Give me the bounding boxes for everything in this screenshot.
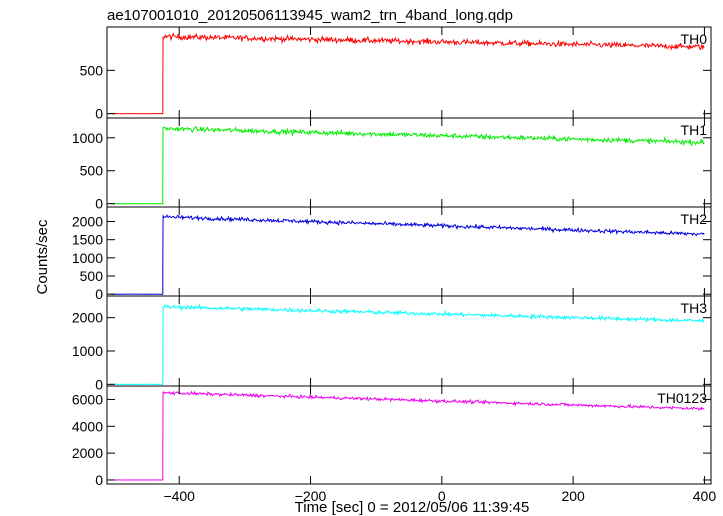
panel-label-th2: TH2: [681, 211, 708, 227]
y-tick-label: 6000: [72, 391, 103, 407]
panel-th0: 0 500 TH0: [80, 26, 712, 122]
panel-label-th1: TH1: [681, 122, 708, 138]
y-tick-label: 500: [80, 62, 104, 78]
panel-th3: 0 1000 2000 TH3: [72, 295, 712, 392]
y-tick-label: 0: [95, 196, 103, 212]
series-line-th3: [110, 303, 705, 385]
y-tick-label: 1500: [72, 232, 103, 248]
panel-th0123: 0 2000 4000 6000 TH0123: [72, 385, 712, 488]
x-tick-label: 400: [693, 488, 717, 504]
series-line-th0: [110, 32, 705, 115]
panel-label-th3: TH3: [681, 300, 708, 316]
x-axis-label: Time [sec] 0 = 2012/05/06 11:39:45: [295, 499, 530, 516]
panel-th2: 0 500 1000 1500 2000 TH2: [72, 206, 712, 302]
panel-th1: 0 500 1000 TH1: [72, 117, 712, 212]
y-tick-label: 0: [95, 106, 103, 122]
y-tick-label: 1000: [72, 343, 103, 359]
panel-frame: [106, 295, 712, 387]
series-line-th2: [110, 214, 705, 295]
y-tick-label: 1000: [72, 130, 103, 146]
x-tick-label: −400: [163, 488, 195, 504]
series-line-th1: [110, 126, 705, 205]
y-tick-label: 2000: [72, 310, 103, 326]
y-tick-label: 2000: [72, 214, 103, 230]
panel-frame: [106, 206, 712, 297]
x-tick-label: 200: [561, 488, 585, 504]
series-line-th0123: [110, 390, 705, 481]
y-tick-label: 500: [80, 268, 104, 284]
y-tick-label: 0: [95, 286, 103, 302]
panel-label-th0123: TH0123: [657, 390, 707, 406]
panel-frame: [106, 26, 712, 119]
y-tick-label: 1000: [72, 250, 103, 266]
y-tick-label: 4000: [72, 418, 103, 434]
y-tick-label: 0: [95, 472, 103, 488]
y-tick-label: 2000: [72, 445, 103, 461]
chart-title: ae107001010_20120506113945_wam2_trn_4ban…: [107, 7, 513, 24]
y-tick-label: 0: [95, 376, 103, 392]
y-tick-label: 500: [80, 163, 104, 179]
panel-label-th0: TH0: [681, 31, 708, 47]
panel-frame: [106, 385, 712, 485]
y-axis-label: Counts/sec: [34, 219, 51, 295]
x-tick-label: 0: [438, 488, 446, 504]
x-tick-label: −200: [295, 488, 327, 504]
